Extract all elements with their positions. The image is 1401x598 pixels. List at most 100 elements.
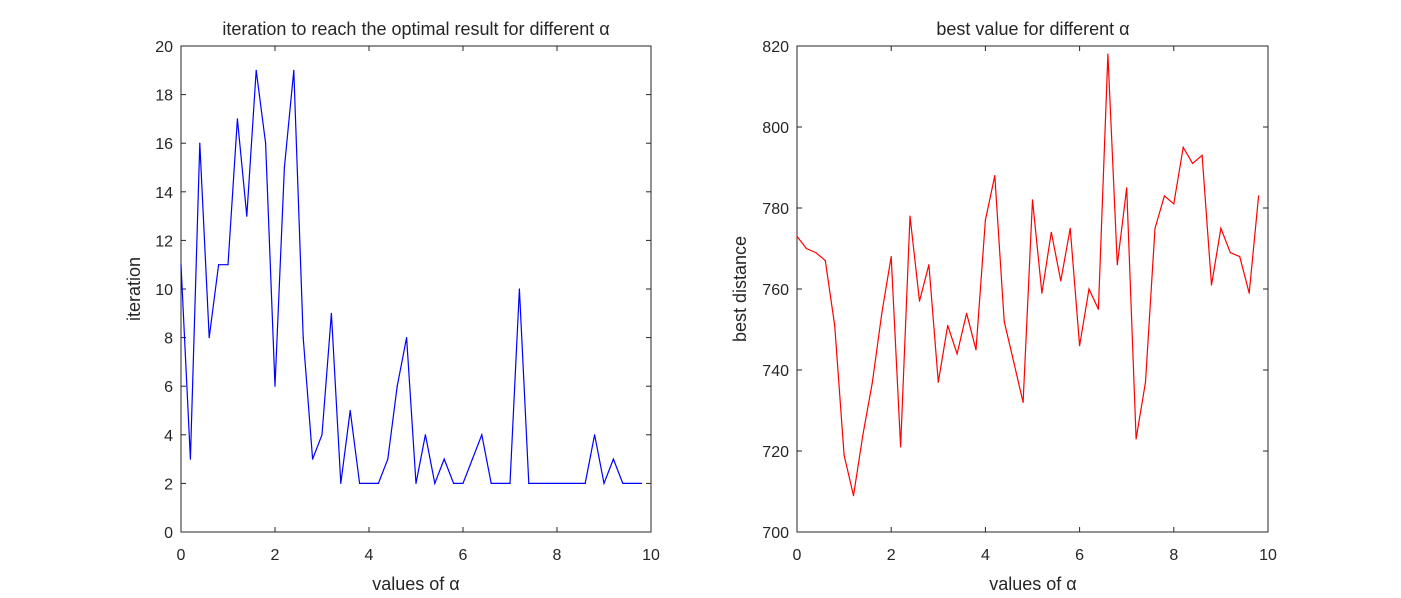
data-point <box>843 454 845 456</box>
data-point <box>434 482 436 484</box>
x-tick-label: 4 <box>365 547 374 564</box>
data-point <box>1173 203 1175 205</box>
chart-title: best value for different α <box>936 19 1129 39</box>
data-point <box>796 235 798 237</box>
data-point <box>227 264 229 266</box>
data-point <box>1182 146 1184 148</box>
data-point <box>862 434 864 436</box>
x-tick-label: 10 <box>642 547 660 564</box>
data-point <box>189 458 191 460</box>
data-point <box>805 247 808 250</box>
x-tick-label: 8 <box>1169 547 1178 564</box>
data-point <box>1107 53 1109 55</box>
data-point <box>928 264 930 266</box>
y-tick-label: 6 <box>164 379 173 396</box>
data-point <box>1097 308 1099 310</box>
data-point <box>387 458 389 460</box>
data-point <box>994 175 996 177</box>
series-group <box>180 69 643 486</box>
x-tick-label: 10 <box>1259 547 1277 564</box>
data-point <box>1069 227 1071 229</box>
data-point <box>1022 401 1024 403</box>
data-point <box>1060 280 1062 282</box>
x-axis: 0 2 4 6 8 10 <box>177 46 660 564</box>
data-point <box>424 434 426 436</box>
y-axis-label: best distance <box>730 236 750 342</box>
data-point <box>302 337 304 339</box>
data-point <box>547 482 549 484</box>
data-point <box>283 166 285 169</box>
data-point <box>462 482 464 484</box>
data-point <box>1031 199 1034 201</box>
data-point <box>1088 288 1090 290</box>
y-tick-label: 800 <box>762 120 789 137</box>
data-point <box>947 324 949 327</box>
y-tick-label: 8 <box>164 331 173 348</box>
data-point <box>208 337 210 339</box>
data-point <box>236 118 238 120</box>
data-point <box>265 142 267 144</box>
data-point <box>1192 162 1194 164</box>
data-point <box>443 458 445 460</box>
x-tick-label: 6 <box>459 547 468 564</box>
data-point <box>900 446 902 448</box>
y-tick-label: 10 <box>155 282 173 299</box>
data-point <box>834 324 836 327</box>
data-point <box>603 482 605 484</box>
x-axis-label: values of α <box>372 574 459 594</box>
data-point <box>1239 256 1241 258</box>
data-point <box>1144 381 1147 383</box>
x-tick-label: 4 <box>981 547 990 564</box>
data-point <box>881 312 883 314</box>
y-tick-label: 4 <box>164 428 173 445</box>
series-line <box>796 54 1260 496</box>
data-point <box>1220 227 1222 229</box>
data-point <box>349 409 351 412</box>
y-tick-label: 14 <box>155 185 173 202</box>
data-point <box>890 256 892 258</box>
data-point <box>1248 292 1250 294</box>
data-point <box>218 264 220 266</box>
data-point <box>537 482 539 484</box>
x-tick-label: 0 <box>177 547 186 564</box>
data-point <box>1126 187 1128 189</box>
data-point <box>1163 195 1165 197</box>
data-point <box>490 482 492 484</box>
data-point <box>956 353 958 355</box>
y-tick-label: 20 <box>155 39 173 56</box>
y-tick-label: 700 <box>762 525 789 542</box>
data-point <box>340 482 342 484</box>
data-point <box>396 385 398 387</box>
data-point <box>255 69 257 71</box>
data-point <box>518 288 521 290</box>
data-point <box>406 337 408 339</box>
data-point <box>1116 264 1118 266</box>
y-tick-label: 740 <box>762 363 789 380</box>
data-point <box>556 482 558 484</box>
x-tick-label: 2 <box>887 547 896 564</box>
data-point <box>937 381 939 383</box>
x-tick-label: 8 <box>553 547 562 564</box>
y-axis: 0 2 4 6 8 10 12 14 16 18 20 <box>155 39 651 542</box>
data-point <box>1079 345 1081 347</box>
y-tick-label: 820 <box>762 39 789 56</box>
data-point <box>1013 361 1015 363</box>
data-point <box>594 434 596 436</box>
y-tick-label: 0 <box>164 525 173 542</box>
data-point <box>471 458 473 460</box>
data-point <box>481 434 483 436</box>
data-point <box>509 482 511 484</box>
data-point <box>199 142 201 144</box>
data-point <box>1210 284 1213 286</box>
x-axis: 0 2 4 6 8 10 <box>793 46 1277 564</box>
data-point <box>631 482 633 484</box>
data-point <box>1201 154 1203 156</box>
data-point <box>359 482 361 484</box>
data-point <box>377 482 379 484</box>
y-tick-label: 720 <box>762 444 789 461</box>
data-point <box>321 434 323 436</box>
data-point <box>1154 227 1156 229</box>
data-point <box>984 219 987 221</box>
